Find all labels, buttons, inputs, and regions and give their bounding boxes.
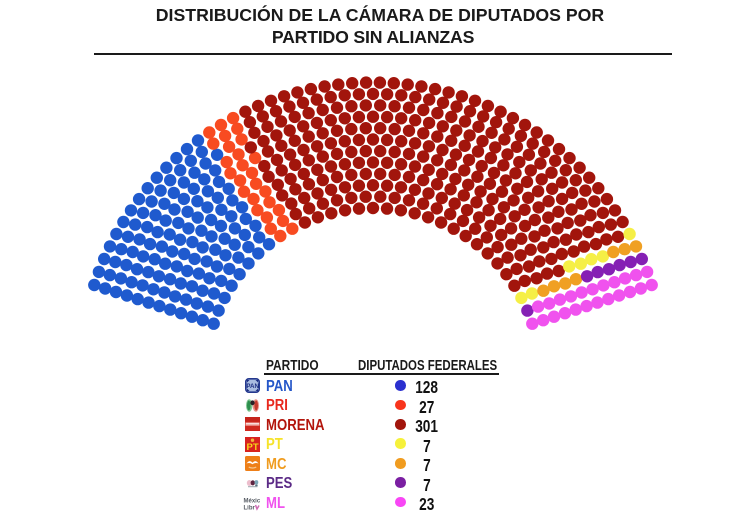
svg-text:PT: PT	[246, 442, 258, 452]
svg-text:Libr: Libr	[243, 505, 255, 511]
svg-text:PAN: PAN	[246, 383, 259, 390]
svg-text:Méxic: Méxic	[243, 498, 260, 504]
